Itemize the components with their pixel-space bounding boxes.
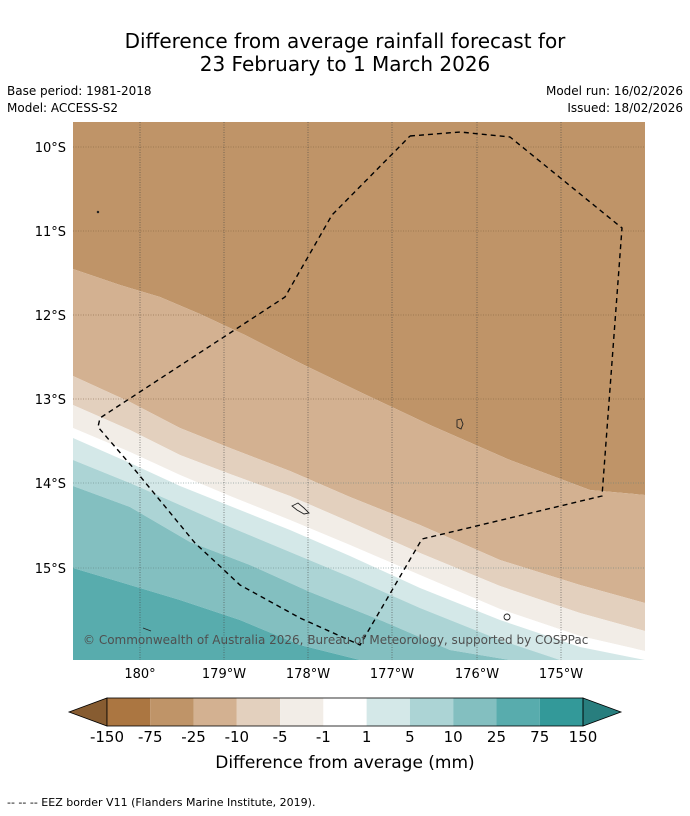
copyright-text: © Commonwealth of Australia 2026, Bureau… bbox=[83, 633, 589, 647]
colorbar-tick-label: -1 bbox=[315, 728, 331, 746]
band-minus-10 bbox=[73, 376, 645, 631]
colorbar-segment bbox=[539, 698, 583, 726]
meta-left: Base period: 1981-2018 Model: ACCESS-S2 bbox=[7, 83, 152, 117]
lon-label-178w: 178°W bbox=[286, 667, 330, 682]
colorbar-tick-label: -10 bbox=[224, 728, 250, 746]
lon-label-175w: 175°W bbox=[539, 667, 583, 682]
lon-label-179w: 179°W bbox=[202, 667, 246, 682]
colorbar-tick-label: 10 bbox=[443, 728, 463, 746]
colorbar-extend-low bbox=[67, 697, 108, 727]
island-north-dot bbox=[96, 210, 100, 214]
eez-border bbox=[97, 131, 623, 646]
colorbar-title: Difference from average (mm) bbox=[215, 753, 475, 773]
title-line-1: Difference from average rainfall forecas… bbox=[124, 29, 566, 53]
band-plus-25 bbox=[73, 486, 510, 660]
lat-label-11s: 11°S bbox=[35, 225, 66, 240]
lat-label-15s: 15°S bbox=[35, 562, 66, 577]
lat-tick-labels: 10°S 11°S 12°S 13°S 14°S 15°S bbox=[35, 141, 66, 577]
colorbar-tick-label: -25 bbox=[181, 728, 206, 746]
colorbar-extend-high bbox=[582, 697, 623, 727]
colorbar-tick-label: -150 bbox=[89, 728, 125, 746]
colorbar-segment bbox=[366, 698, 410, 726]
colorbar-tick-label: 150 bbox=[568, 728, 598, 746]
colorbar-segment bbox=[496, 698, 540, 726]
colorbar-tick-label: -5 bbox=[272, 728, 288, 746]
rainfall-bands bbox=[73, 122, 645, 660]
band-minus-5 bbox=[73, 405, 645, 651]
lon-label-177w: 177°W bbox=[370, 667, 414, 682]
island-west bbox=[142, 627, 152, 632]
colorbar-segment bbox=[453, 698, 497, 726]
band-minus-75 bbox=[73, 122, 645, 495]
chart-title: Difference from average rainfall forecas… bbox=[0, 30, 690, 76]
colorbar-tick-label: 1 bbox=[361, 728, 372, 746]
colorbar-frame bbox=[106, 697, 584, 727]
colorbar-tick-label: -75 bbox=[138, 728, 163, 746]
island-south bbox=[503, 613, 511, 621]
eez-footnote: -- -- -- EEZ border V11 (Flanders Marine… bbox=[7, 796, 316, 809]
colorbar-segment bbox=[193, 698, 237, 726]
colorbar-segment bbox=[409, 698, 454, 726]
lat-label-10s: 10°S bbox=[35, 141, 66, 156]
lon-tick-labels: 180° 179°W 178°W 177°W 176°W 175°W bbox=[124, 667, 583, 682]
lat-label-13s: 13°S bbox=[35, 393, 66, 408]
colorbar-segment bbox=[236, 698, 281, 726]
band-plus-10 bbox=[73, 460, 560, 660]
colorbar-segment bbox=[150, 698, 194, 726]
island-wallis bbox=[456, 418, 464, 430]
island-futuna bbox=[291, 502, 310, 515]
band-plus-75 bbox=[73, 568, 360, 660]
model-text: Model: ACCESS-S2 bbox=[7, 101, 119, 115]
model-run-text: Model run: 16/02/2026 bbox=[545, 84, 683, 98]
colorbar-segment bbox=[323, 698, 367, 726]
graticule bbox=[73, 122, 645, 660]
issued-text: Issued: 18/02/2026 bbox=[567, 101, 683, 115]
lon-label-176w: 176°W bbox=[455, 667, 499, 682]
title-line-2: 23 February to 1 March 2026 bbox=[199, 52, 491, 76]
colorbar-tick-label: 25 bbox=[486, 728, 506, 746]
lon-label-180: 180° bbox=[124, 667, 155, 682]
meta-right: Model run: 16/02/2026 Issued: 18/02/2026 bbox=[546, 83, 683, 117]
colorbar-segment bbox=[280, 698, 324, 726]
colorbar bbox=[67, 697, 623, 727]
colorbar-tick-label: 5 bbox=[405, 728, 415, 746]
colorbar-tick-label: 75 bbox=[530, 728, 550, 746]
lat-label-14s: 14°S bbox=[35, 477, 66, 492]
base-period-text: Base period: 1981-2018 bbox=[7, 84, 152, 98]
lat-label-12s: 12°S bbox=[35, 309, 66, 324]
islands bbox=[96, 210, 511, 632]
colorbar-segment bbox=[107, 698, 151, 726]
